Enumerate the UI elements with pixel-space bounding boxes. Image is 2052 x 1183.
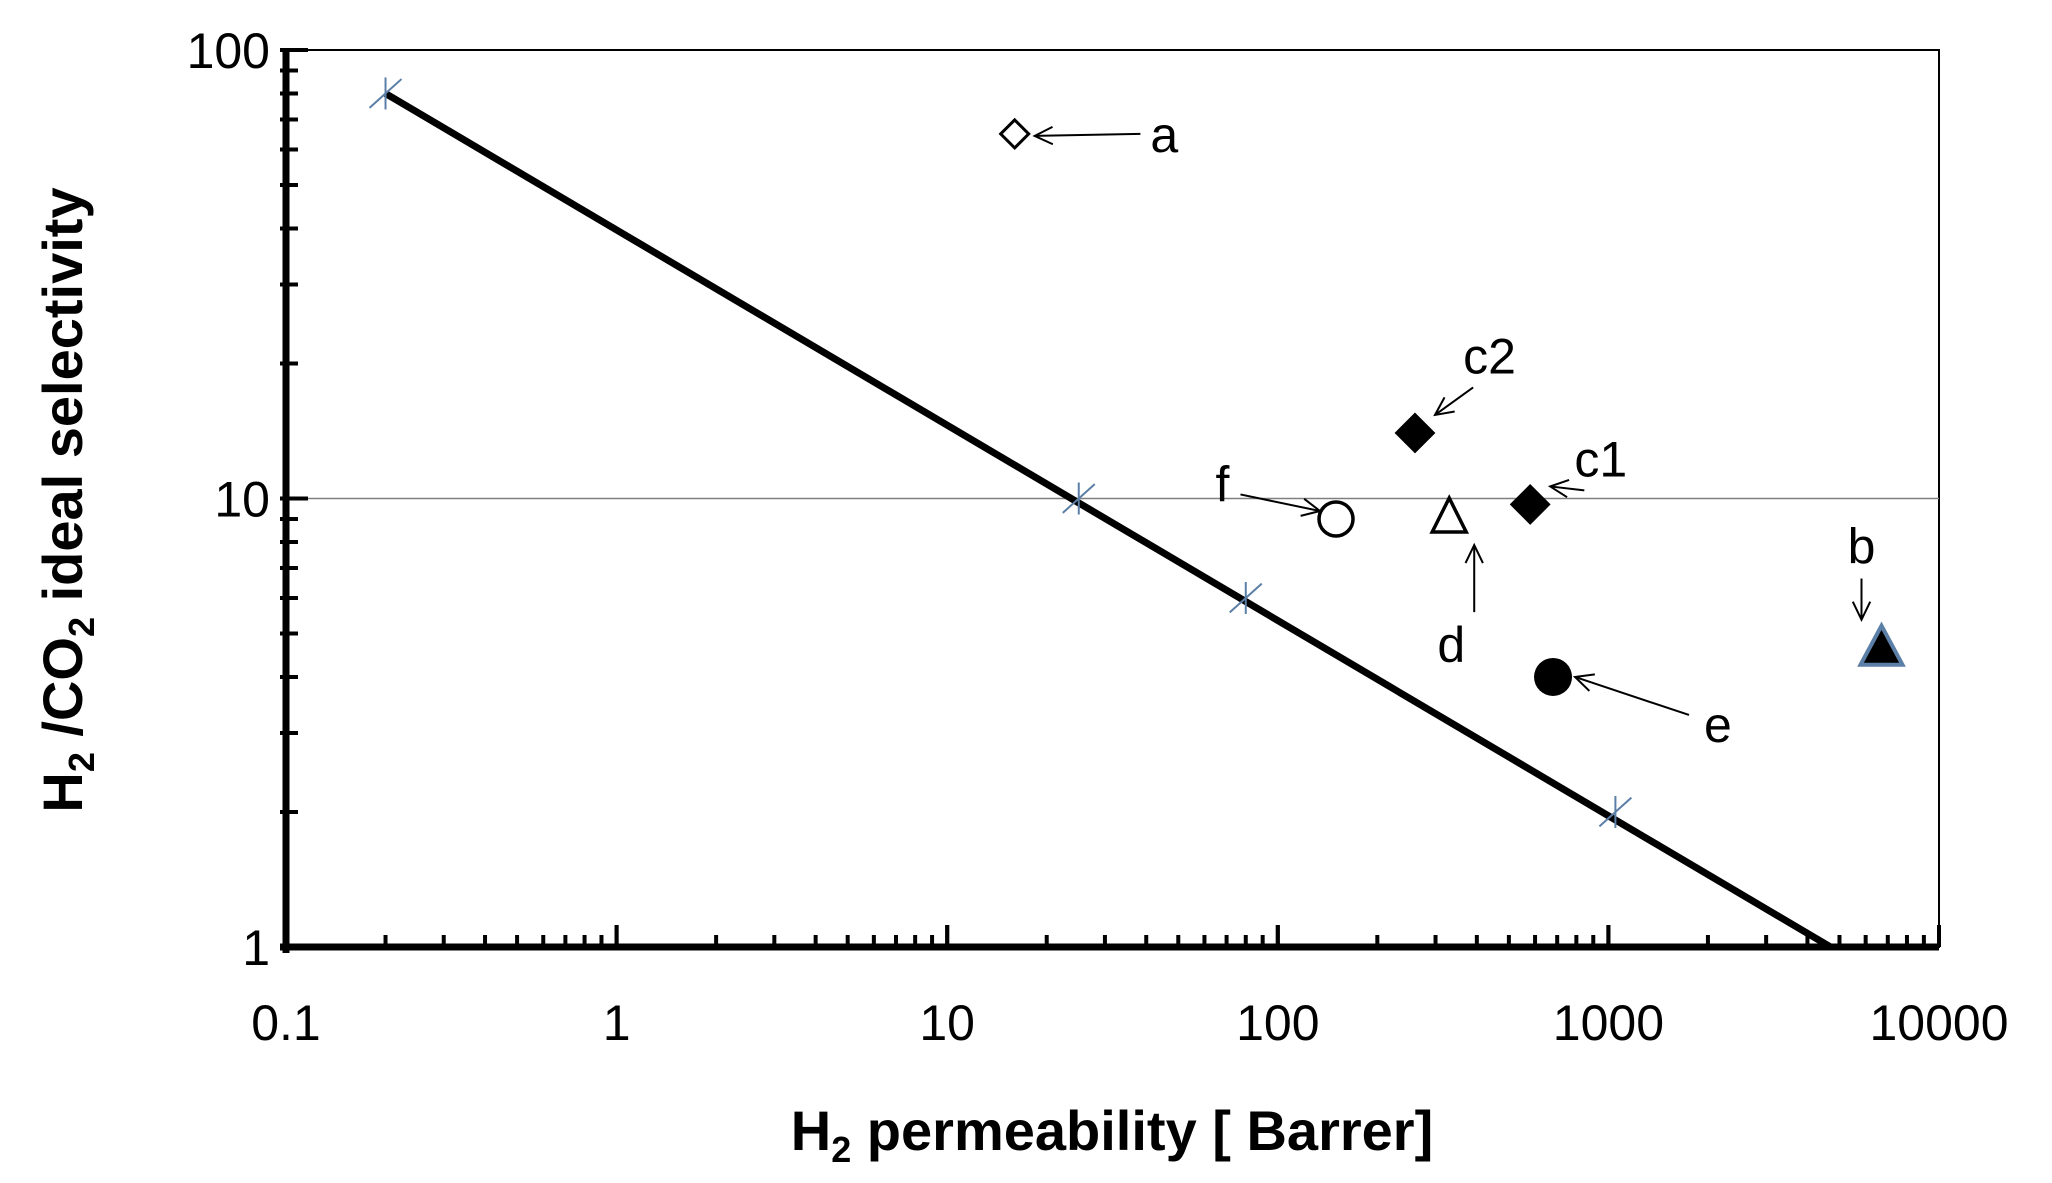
annotation-arrow-a <box>1034 132 1141 137</box>
upper-bound-line <box>383 90 1833 951</box>
data-point-c2 <box>1394 412 1436 454</box>
data-points <box>998 117 1906 696</box>
x-axis-title: H2 permeability [ Barrer] <box>791 1099 1433 1170</box>
annotation-arrow-c1 <box>1550 485 1585 492</box>
y-tick-labels: 1 10 100 <box>187 23 270 976</box>
annotation-label-c2: c2 <box>1463 328 1516 384</box>
annotation-arrow-f <box>1300 498 1323 517</box>
annotation-arrow-b <box>1851 601 1872 623</box>
upper-bound <box>368 77 1833 951</box>
x-tick-label: 0.1 <box>251 995 321 1051</box>
annotation-arrow-d <box>1464 542 1484 564</box>
data-point-f <box>1317 500 1355 538</box>
annotation-arrow-e <box>1572 673 1595 692</box>
annotation-arrow-e <box>1574 676 1690 716</box>
annotation-arrow-f <box>1240 493 1321 513</box>
annotations: a c2 c1 f d b e <box>1032 107 1876 753</box>
data-point-e <box>1534 657 1573 696</box>
annotation-label-e: e <box>1704 697 1732 753</box>
annotation-arrow-a <box>1032 125 1054 146</box>
y-tick-label: 10 <box>214 472 270 528</box>
data-point-a <box>998 117 1031 151</box>
y-tick-label: 100 <box>187 23 270 79</box>
annotation-arrow-c2 <box>1433 396 1455 417</box>
x-tick-label: 1000 <box>1553 995 1664 1051</box>
x-tick-label: 100 <box>1236 995 1319 1051</box>
annotation-label-a: a <box>1150 107 1178 163</box>
data-point-c1 <box>1509 484 1551 525</box>
y-axis-title: H2 /CO2 ideal selectivity <box>31 187 102 812</box>
x-tick-labels: 0.1 1 10 100 1000 10000 <box>251 995 2008 1051</box>
annotation-arrow-c2 <box>1434 386 1474 416</box>
annotation-label-d: d <box>1437 617 1465 673</box>
x-tick-label: 1 <box>603 995 631 1051</box>
annotation-label-c1: c1 <box>1574 431 1627 487</box>
data-point-b <box>1857 621 1906 667</box>
x-tick-label: 10 <box>919 995 975 1051</box>
annotation-label-b: b <box>1848 519 1876 575</box>
data-point-d <box>1429 494 1470 534</box>
annotation-label-f: f <box>1215 456 1229 512</box>
annotation-arrow-c1 <box>1547 478 1570 499</box>
x-tick-label: 10000 <box>1869 995 2008 1051</box>
y-tick-label: 1 <box>242 920 270 976</box>
